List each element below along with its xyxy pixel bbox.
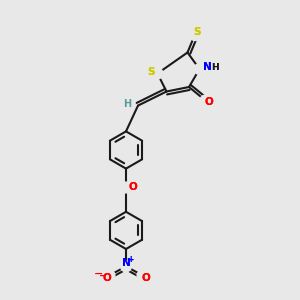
Text: O: O bbox=[128, 182, 137, 193]
Text: S: S bbox=[194, 27, 201, 37]
Text: −: − bbox=[94, 269, 104, 279]
Circle shape bbox=[189, 28, 201, 40]
Text: O: O bbox=[128, 182, 137, 193]
Text: H: H bbox=[211, 63, 219, 72]
Text: S: S bbox=[147, 67, 155, 77]
Text: N: N bbox=[122, 258, 130, 268]
Text: S: S bbox=[147, 67, 155, 77]
Text: S: S bbox=[194, 27, 201, 37]
Text: O: O bbox=[141, 273, 150, 284]
Circle shape bbox=[152, 68, 163, 79]
Text: N: N bbox=[202, 62, 211, 73]
Circle shape bbox=[121, 261, 131, 272]
Circle shape bbox=[200, 95, 211, 106]
Circle shape bbox=[194, 64, 205, 74]
Circle shape bbox=[104, 270, 115, 281]
Text: O: O bbox=[102, 273, 111, 284]
Text: H: H bbox=[123, 99, 132, 109]
Text: O: O bbox=[205, 97, 214, 107]
Text: N: N bbox=[122, 258, 130, 268]
Text: O: O bbox=[102, 273, 111, 284]
Text: −: − bbox=[99, 270, 107, 280]
Text: H: H bbox=[211, 63, 219, 72]
Circle shape bbox=[121, 182, 131, 193]
Text: +: + bbox=[128, 255, 134, 264]
Text: O: O bbox=[141, 273, 150, 284]
Text: N: N bbox=[202, 62, 211, 73]
Text: O: O bbox=[205, 97, 214, 107]
Circle shape bbox=[137, 270, 148, 281]
Text: +: + bbox=[128, 255, 134, 264]
